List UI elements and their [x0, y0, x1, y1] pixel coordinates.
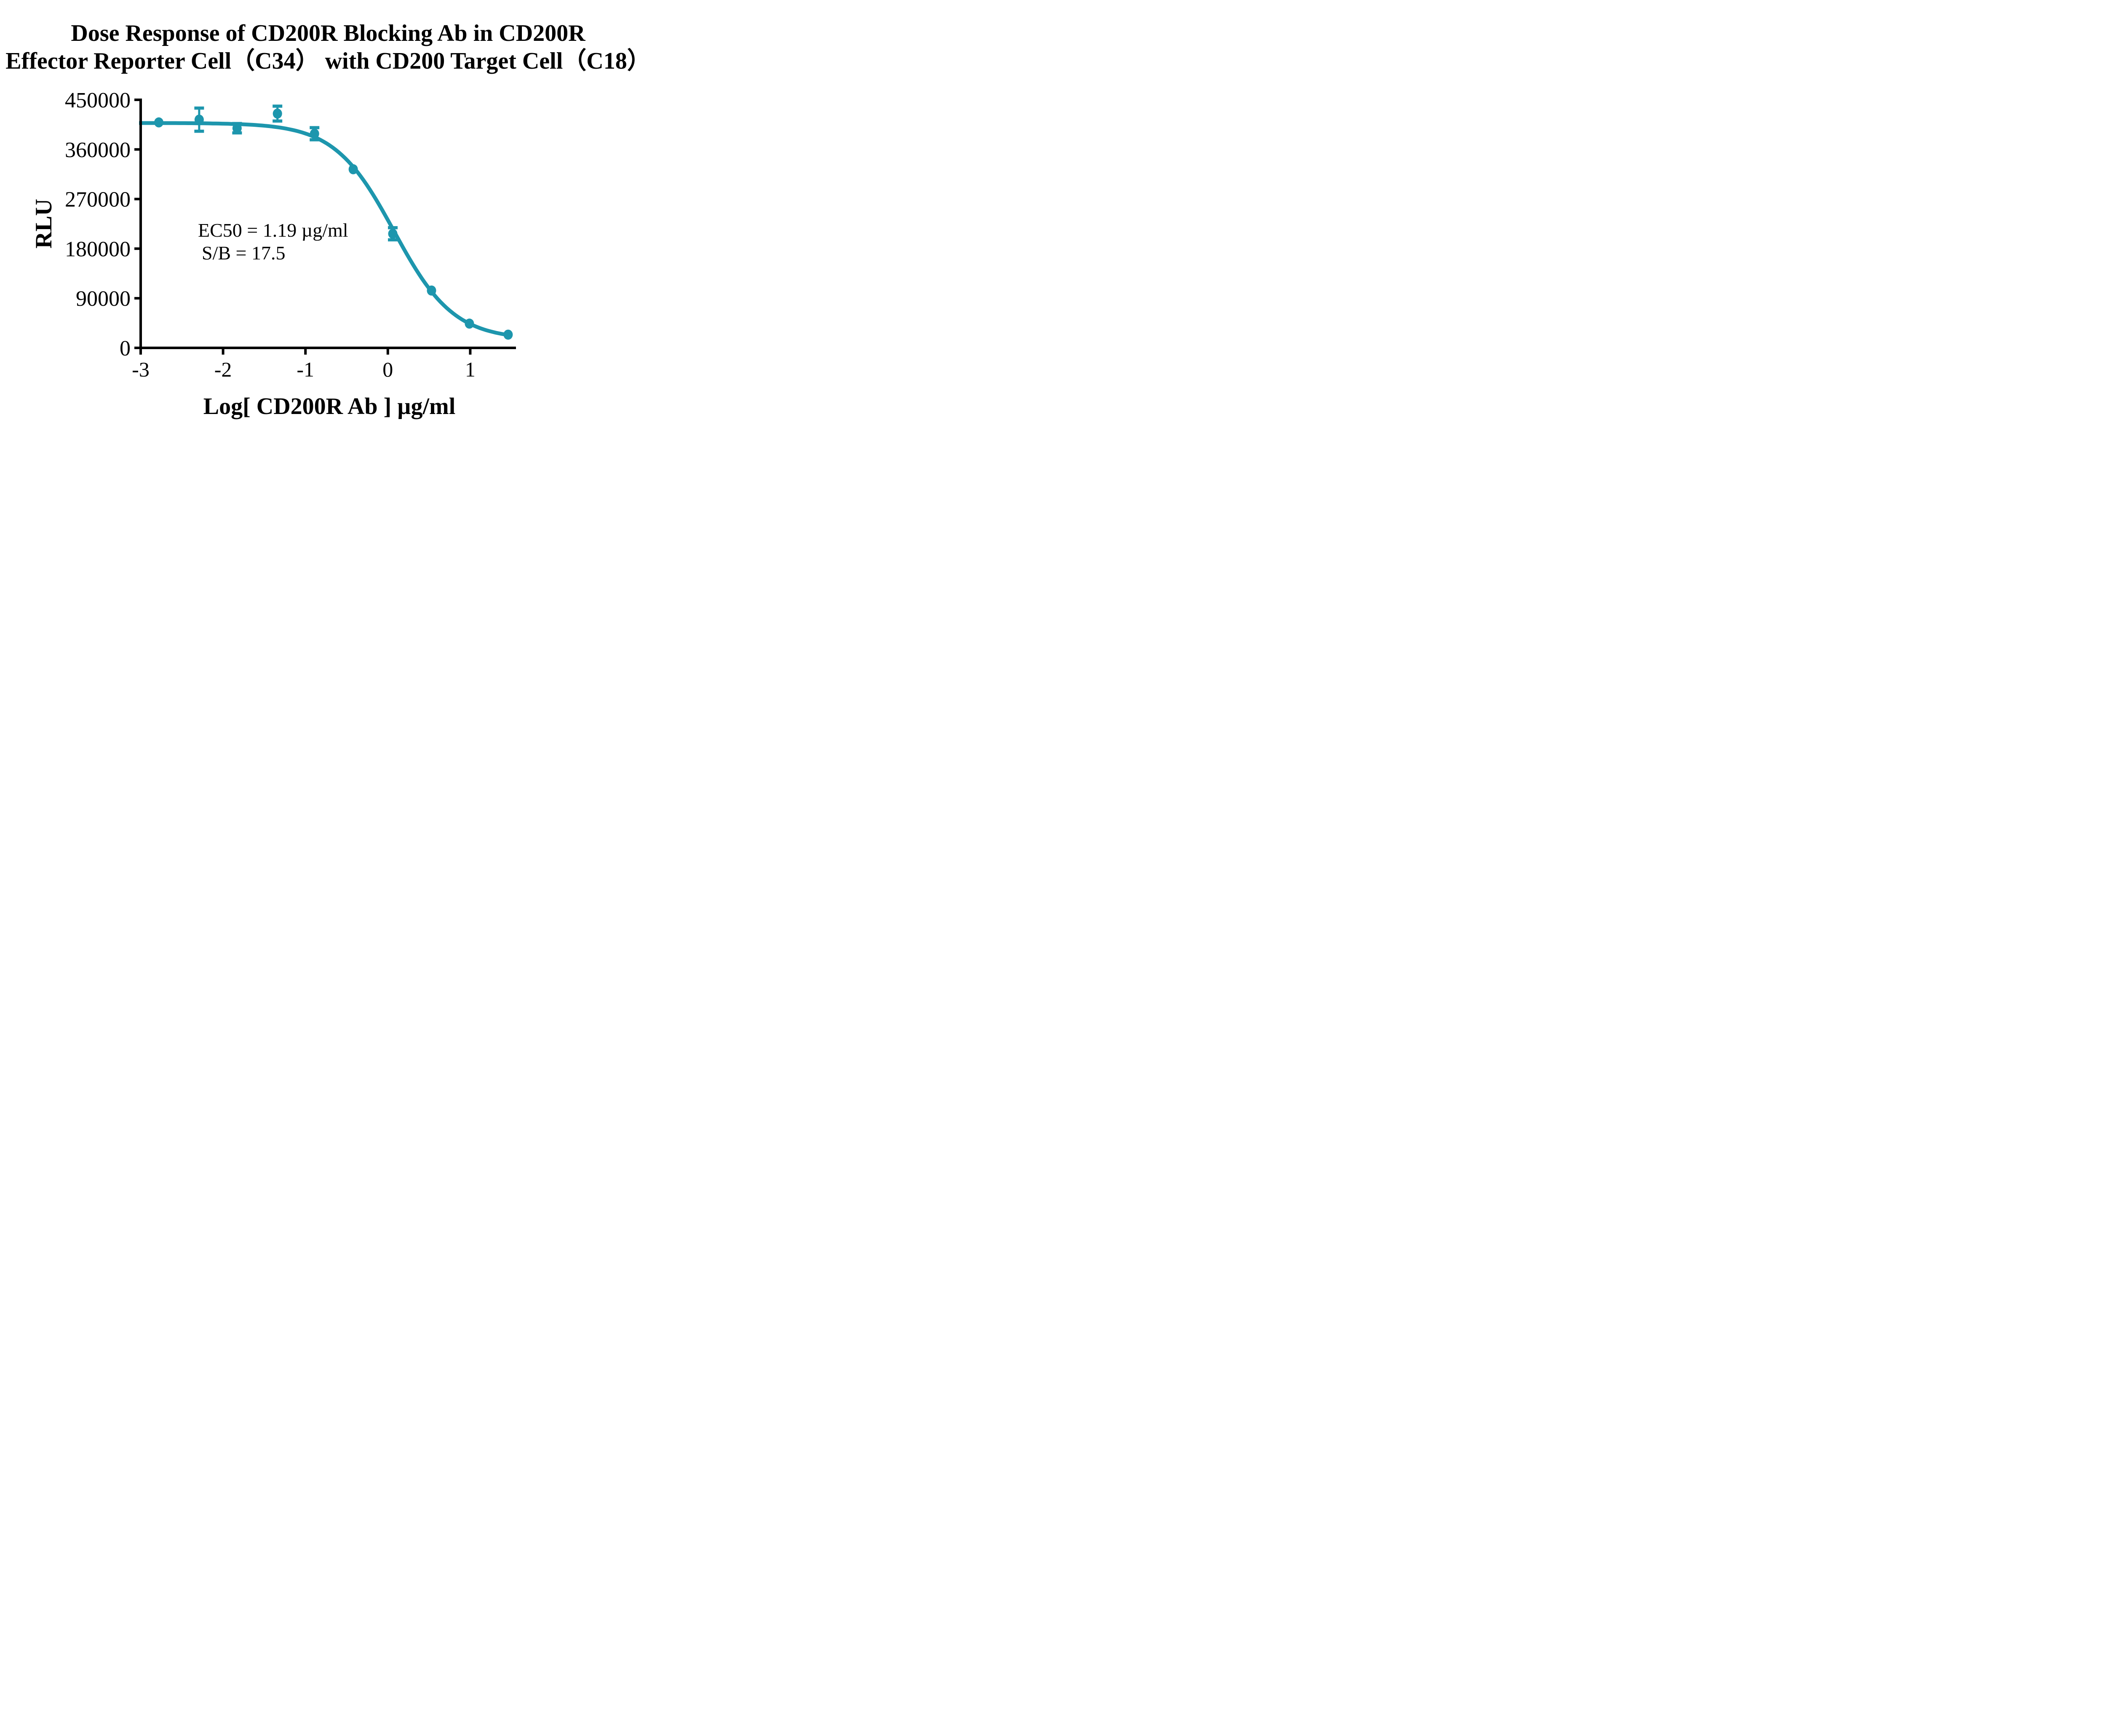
y-tick-label: 450000 [65, 88, 131, 112]
chart-title-line2: Effector Reporter Cell（C34） with CD200 T… [5, 48, 651, 74]
y-tick-labels-group: 450000 360000 270000 180000 90000 0 [65, 88, 131, 361]
data-point-marker [427, 285, 436, 296]
error-bar-cap-bottom [273, 119, 283, 123]
signal-to-background-annotation: S/B = 17.5 [202, 242, 286, 264]
y-tick-label: 90000 [76, 287, 131, 311]
y-tick-label: 180000 [65, 237, 131, 261]
x-tick-label: -1 [297, 358, 314, 381]
plot-area: 450000 360000 270000 180000 90000 0 -3 -2 -1 0 1 [65, 88, 516, 381]
x-axis-title: Log[ CD200R Ab ] µg/ml [203, 393, 456, 419]
x-tick-label: -2 [214, 358, 232, 381]
data-point-marker [388, 229, 398, 239]
y-tick-label: 0 [120, 337, 131, 361]
ec50-annotation: EC50 = 1.19 µg/ml [198, 219, 348, 241]
dose-response-chart: Dose Response of CD200R Blocking Ab in C… [0, 0, 656, 434]
chart-title: Dose Response of CD200R Blocking Ab in C… [0, 19, 656, 75]
y-tick-label: 270000 [65, 188, 131, 212]
error-bar-cap-bottom [310, 138, 320, 142]
x-tick-label: -3 [132, 358, 150, 381]
data-point-markers-group [154, 108, 513, 340]
y-tick-label: 360000 [65, 138, 131, 162]
chart-title-line1: Dose Response of CD200R Blocking Ab in C… [71, 20, 585, 46]
error-bar-cap-top [310, 126, 320, 129]
x-tick-label: 0 [382, 358, 393, 381]
error-bar-cap-bottom [388, 238, 398, 242]
x-ticks-group [139, 349, 472, 355]
error-bar-cap-top [273, 104, 283, 108]
data-point-marker [232, 123, 242, 134]
data-point-marker [273, 108, 282, 119]
data-point-marker [310, 128, 319, 139]
data-point-marker [348, 164, 358, 174]
error-bar-cap-top [194, 106, 204, 110]
x-tick-labels-group: -3 -2 -1 0 1 [132, 358, 476, 381]
error-bar-cap-bottom [194, 129, 204, 133]
y-ticks-group [134, 99, 141, 349]
data-point-marker [154, 117, 164, 128]
data-point-marker [465, 318, 474, 329]
data-point-marker [503, 329, 513, 340]
data-point-marker [194, 115, 204, 125]
x-tick-label: 1 [465, 358, 476, 381]
